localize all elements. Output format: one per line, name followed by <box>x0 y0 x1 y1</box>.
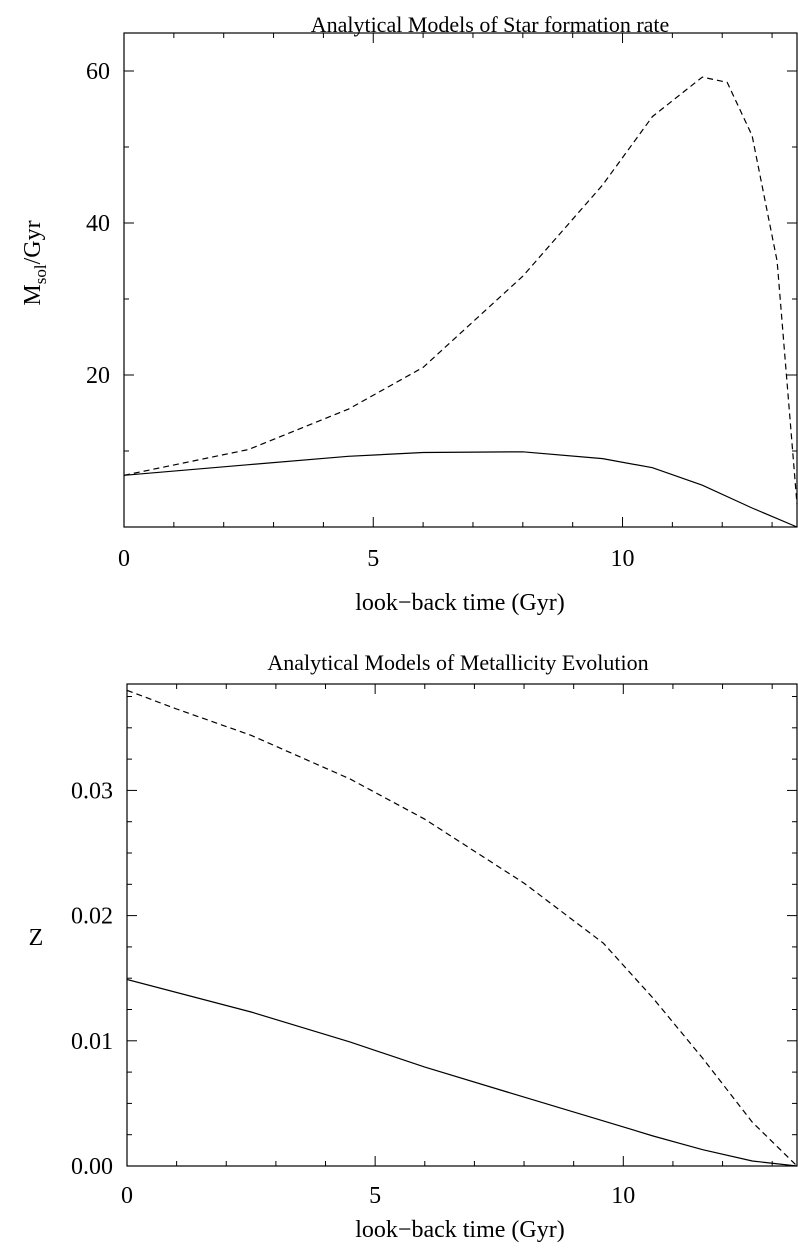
y-axis-label-main: M <box>20 284 46 305</box>
series-line-dashed <box>126 689 798 1167</box>
y-tick-label: 20 <box>86 363 110 389</box>
x-tick-label: 10 <box>611 1183 635 1209</box>
x-tick-label: 0 <box>121 1183 133 1209</box>
chart-star-formation-rate: Analytical Models of Star formation rate… <box>20 12 798 616</box>
tick-marks <box>126 684 797 1167</box>
series-lines <box>123 76 798 528</box>
tick-labels: 0 5 10 20 40 60 <box>86 59 635 572</box>
y-tick-label: 0.03 <box>71 778 113 804</box>
chart-title: Analytical Models of Metallicity Evoluti… <box>267 650 648 675</box>
x-tick-label: 5 <box>369 1183 381 1209</box>
plot-frame <box>123 32 798 528</box>
y-tick-label: 0.00 <box>71 1154 113 1180</box>
y-tick-label: 0.02 <box>71 904 113 930</box>
series-line-solid <box>126 978 798 1167</box>
tick-labels: 0 5 10 0.00 0.01 0.02 0.03 <box>71 778 635 1209</box>
x-tick-label: 0 <box>118 546 130 572</box>
tick-marks <box>123 33 797 528</box>
x-tick-label: 5 <box>367 546 379 572</box>
y-axis-label-rest: /Gyr <box>20 220 46 264</box>
plot-frame <box>126 683 798 1167</box>
y-tick-label: 0.01 <box>71 1029 113 1055</box>
x-axis-label: look−back time (Gyr) <box>355 1217 564 1243</box>
y-axis-label-main: Z <box>29 925 44 951</box>
y-axis-label: Msol/Gyr <box>20 220 50 305</box>
y-tick-label: 60 <box>86 59 110 85</box>
x-axis-label: look−back time (Gyr) <box>355 590 564 616</box>
y-tick-label: 40 <box>86 211 110 237</box>
y-axis-label: Z <box>29 925 44 951</box>
chart-metallicity-evolution: Analytical Models of Metallicity Evoluti… <box>29 650 798 1243</box>
series-line-solid <box>123 451 798 528</box>
y-axis-label-sub: sol <box>31 264 50 284</box>
x-tick-label: 10 <box>611 546 635 572</box>
series-line-dashed <box>123 76 798 505</box>
series-lines <box>126 689 798 1167</box>
